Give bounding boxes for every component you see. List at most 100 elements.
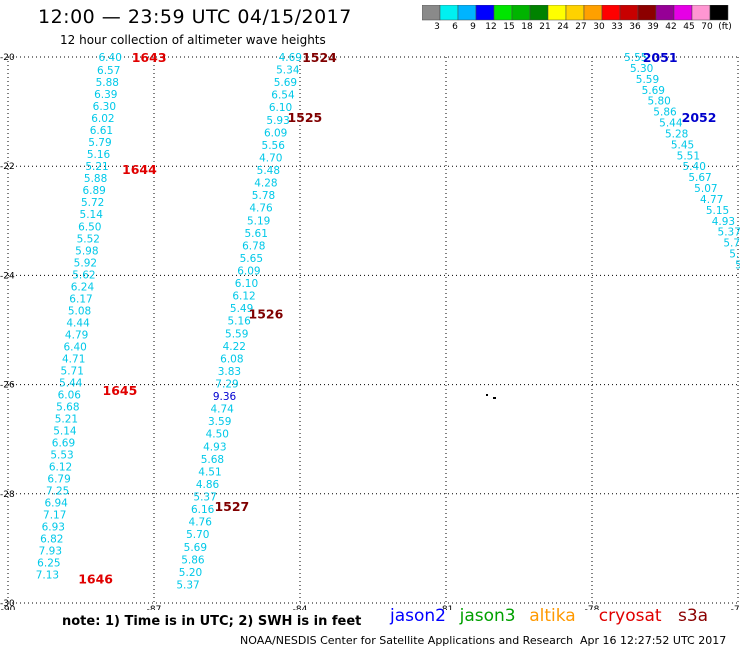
swh-value: 4.86 (196, 479, 220, 491)
swh-value: 5.24 (729, 249, 740, 261)
lon-tick-label: -87 (147, 605, 162, 610)
lat-tick-label: -24 (0, 271, 15, 281)
swh-value: 5.16 (87, 149, 111, 161)
pass-time-label: 2051 (643, 50, 678, 65)
swh-value: 5.37 (193, 492, 216, 504)
swh-value: 4.76 (249, 203, 273, 215)
swh-value: 4.71 (62, 353, 85, 365)
swh-value: 5.69 (274, 77, 297, 89)
swh-value: 5.15 (706, 205, 729, 217)
swh-value: 6.12 (232, 291, 255, 303)
swh-value: 6.50 (78, 221, 101, 233)
swh-colorbar (421, 4, 732, 45)
altimeter-map: -90 -87 -84 -81 -78 -75 -20 -22 -24 -26 -28 -30 6.4… (0, 50, 740, 610)
lon-tick-label: -81 (439, 605, 454, 610)
colorbar-label: 21 (539, 22, 551, 32)
swh-value: 6.30 (93, 101, 116, 113)
lat-tick-label: -30 (0, 599, 15, 609)
colorbar-label: 15 (503, 22, 515, 32)
swh-value: 5.62 (72, 269, 95, 281)
lon-tick-label: -75 (731, 605, 740, 610)
colorbar-label: 3 (434, 22, 440, 32)
swh-value: 5.86 (181, 554, 205, 566)
swh-value: 5.61 (245, 228, 268, 240)
map-frame (8, 57, 738, 603)
swh-value: 5.44 (59, 377, 83, 389)
swh-value: 5.59 (225, 328, 248, 340)
swh-value: 5.68 (201, 454, 224, 466)
swh-value: 6.17 (69, 293, 92, 305)
swh-value: 6.06 (58, 389, 82, 401)
colorbar-swatch (709, 4, 729, 21)
swh-value: 5.17 (735, 259, 740, 271)
swh-value: 5.69 (642, 85, 665, 97)
swh-value: 6.10 (269, 102, 292, 114)
pass-time-label: 1527 (214, 499, 249, 514)
swh-value: 5.68 (56, 401, 79, 413)
map-subtitle: 12 hour collection of altimeter wave hei… (60, 33, 326, 47)
colorbar-label: 39 (647, 22, 659, 32)
mission-cryosat: cryosat (598, 606, 662, 626)
swh-value: 4.51 (198, 466, 221, 478)
swh-value: 6.25 (37, 558, 60, 570)
swh-value: 5.52 (77, 233, 100, 245)
lon-tick-label: -78 (585, 605, 600, 610)
colorbar-label: 27 (575, 22, 587, 32)
pass-time-label: 1645 (103, 383, 138, 398)
swh-value: 5.30 (630, 63, 653, 75)
swh-value: 6.69 (52, 437, 75, 449)
swh-value: 4.76 (189, 517, 213, 529)
swh-value: 6.79 (47, 474, 70, 486)
swh-value: 6.40 (63, 341, 86, 353)
pass-time-label: 1524 (302, 50, 337, 65)
swh-value: 5.14 (80, 209, 104, 221)
swh-value: 6.24 (71, 281, 95, 293)
swh-value: 5.79 (88, 137, 111, 149)
swh-value: 5.78 (252, 190, 275, 202)
track-jason2: 5.555.305.595.695.805.865.445.285.455.51… (624, 50, 740, 271)
pass-time-label: 1644 (122, 162, 157, 177)
swh-value: 4.77 (700, 194, 723, 206)
swh-value: 5.45 (671, 139, 694, 151)
colorbar-label: 9 (470, 22, 476, 32)
swh-value: 5.07 (694, 183, 717, 195)
swh-value: 6.54 (271, 90, 295, 102)
island-dot (493, 397, 496, 399)
mission-altika: altika (529, 606, 576, 626)
lon-tick-label: -90 (1, 605, 16, 610)
graticule (7, 56, 739, 604)
pass-time-label: 1525 (287, 110, 322, 125)
swh-value: 4.93 (712, 216, 735, 228)
swh-value: 6.61 (90, 125, 113, 137)
swh-value: 5.44 (659, 118, 683, 130)
swh-value: 6.57 (97, 65, 120, 77)
swh-value: 5.14 (53, 425, 77, 437)
swh-value: 5.67 (688, 172, 711, 184)
mission-jason3: jason3 (459, 606, 516, 626)
swh-value: 6.93 (42, 522, 65, 534)
swh-value: 5.88 (96, 77, 119, 89)
swh-value: 5.48 (257, 165, 280, 177)
swh-value: 5.59 (636, 74, 659, 86)
colorbar-label: 45 (683, 22, 695, 32)
swh-value: 4.69 (279, 52, 302, 64)
swh-value: 6.16 (191, 504, 215, 516)
swh-value: 5.16 (227, 316, 251, 328)
footer-note: note: 1) Time is in UTC; 2) SWH is in fe… (62, 614, 362, 629)
lat-tick-label: -28 (0, 490, 15, 500)
credit-text: NOAA/NESDIS Center for Satellite Applica… (240, 634, 574, 647)
swh-value: 6.09 (264, 127, 287, 139)
swh-value: 5.21 (55, 413, 78, 425)
swh-value: 5.51 (677, 150, 700, 162)
colorbar-label: 18 (521, 22, 533, 32)
swh-value: 7.25 (46, 486, 69, 498)
colorbar-label: 70 (701, 22, 713, 32)
colorbar-label: 6 (452, 22, 458, 32)
swh-value: 6.78 (242, 240, 265, 252)
lat-tick-label: -26 (0, 381, 15, 391)
swh-value: 5.28 (665, 128, 688, 140)
swh-value: 5.69 (184, 542, 207, 554)
swh-value: 7.29 (215, 379, 238, 391)
swh-value: 3.83 (218, 366, 241, 378)
swh-value: 4.44 (66, 317, 90, 329)
